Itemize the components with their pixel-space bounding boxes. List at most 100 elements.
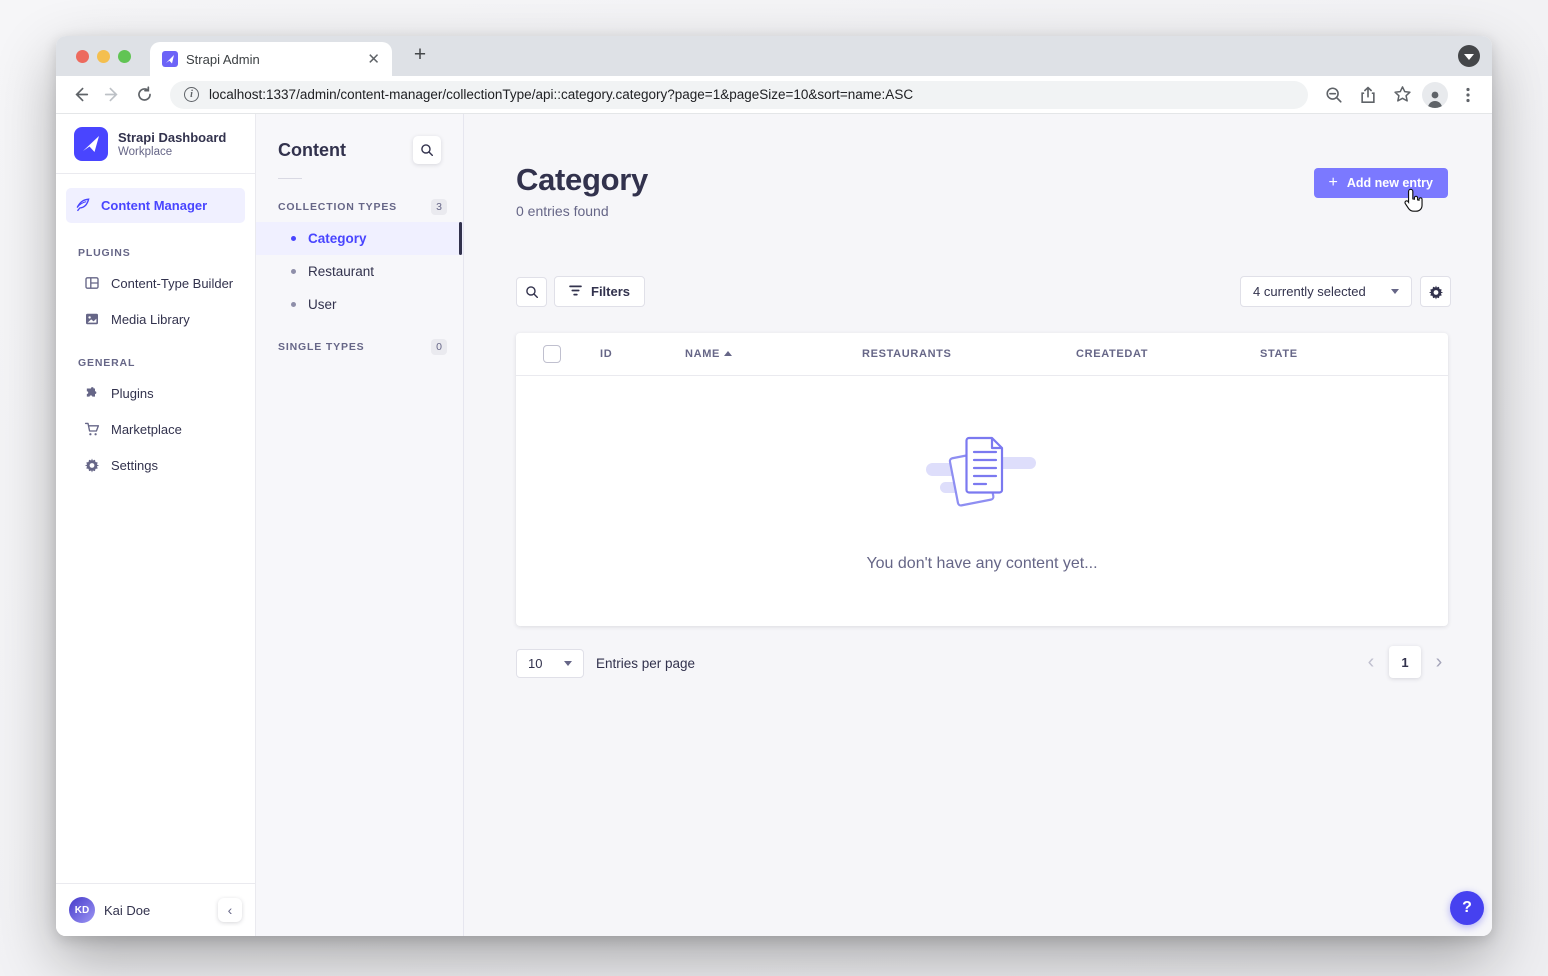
- empty-state: You don't have any content yet...: [516, 376, 1448, 626]
- sidebar-item-media-library[interactable]: Media Library: [56, 301, 255, 337]
- bookmark-star-icon[interactable]: [1388, 81, 1416, 109]
- subnav-item-label: Category: [308, 231, 367, 246]
- page-size-select[interactable]: 10: [516, 649, 584, 678]
- toolbar-actions: [1320, 81, 1482, 109]
- sidebar-item-content-type-builder[interactable]: Content-Type Builder: [56, 265, 255, 301]
- bullet-icon: [291, 269, 296, 274]
- bullet-icon: [291, 302, 296, 307]
- collection-types-header: COLLECTION TYPES 3: [256, 191, 463, 222]
- browser-tab[interactable]: Strapi Admin ✕: [150, 42, 392, 76]
- sidebar-item-label: Settings: [111, 457, 158, 473]
- column-header-state[interactable]: STATE: [1260, 348, 1298, 360]
- add-new-entry-button[interactable]: + Add new entry: [1313, 168, 1448, 198]
- single-types-count: 0: [431, 339, 447, 355]
- sidebar-item-label: Marketplace: [111, 421, 182, 437]
- user-avatar[interactable]: KD: [69, 897, 95, 923]
- page-size-value: 10: [528, 656, 543, 671]
- user-name: Kai Doe: [104, 902, 151, 918]
- collapse-sidebar-button[interactable]: ‹: [218, 898, 242, 922]
- strapi-favicon-icon: [162, 51, 178, 67]
- tab-title: Strapi Admin: [186, 51, 260, 67]
- close-window-button[interactable]: [76, 50, 89, 63]
- brand-block[interactable]: Strapi Dashboard Workplace: [56, 114, 255, 173]
- pagination: ‹ 1 ›: [1362, 646, 1448, 678]
- plus-icon: +: [1328, 173, 1338, 191]
- site-info-icon[interactable]: i: [184, 87, 199, 102]
- scrollbar-thumb[interactable]: [459, 222, 462, 255]
- content-subnav: Content COLLECTION TYPES 3 Category Rest…: [256, 114, 464, 936]
- browser-menu-icon[interactable]: [1454, 81, 1482, 109]
- brand-subtitle: Workplace: [118, 146, 173, 159]
- columns-selected-label: 4 currently selected: [1253, 284, 1366, 299]
- new-tab-button[interactable]: +: [413, 43, 427, 66]
- filter-icon: [569, 284, 582, 299]
- help-button[interactable]: ?: [1450, 891, 1484, 925]
- chevron-down-icon: [564, 661, 572, 666]
- strapi-logo-icon: [74, 127, 108, 161]
- sidebar-item-marketplace[interactable]: Marketplace: [56, 411, 255, 447]
- sort-ascending-icon[interactable]: [724, 351, 732, 356]
- subnav-item-category[interactable]: Category: [256, 222, 463, 255]
- column-header-name[interactable]: NAME: [685, 348, 721, 360]
- column-header-id[interactable]: ID: [600, 348, 613, 360]
- browser-extension-icon[interactable]: [1458, 45, 1480, 67]
- url-bar[interactable]: i localhost:1337/admin/content-manager/c…: [170, 80, 1308, 109]
- sidebar-item-label: Media Library: [111, 311, 190, 327]
- puzzle-icon: [83, 385, 100, 401]
- column-header-restaurants[interactable]: RESTAURANTS: [862, 348, 952, 360]
- search-button[interactable]: [413, 136, 441, 164]
- sidebar-item-settings[interactable]: Settings: [56, 447, 255, 483]
- collection-types-count: 3: [431, 199, 447, 215]
- filters-button[interactable]: Filters: [554, 276, 646, 307]
- window-controls: [76, 50, 131, 63]
- subnav-divider: [278, 178, 302, 179]
- current-page-button[interactable]: 1: [1389, 646, 1421, 678]
- chevron-down-icon: [1391, 289, 1399, 294]
- forward-button[interactable]: [98, 81, 126, 109]
- sidebar-item-label: Content Manager: [101, 198, 208, 213]
- cart-icon: [83, 421, 100, 437]
- brand-title: Strapi Dashboard: [118, 129, 227, 145]
- subnav-item-user[interactable]: User: [256, 288, 463, 321]
- strapi-app: Strapi Dashboard Workplace Content Manag…: [56, 114, 1492, 936]
- sidebar-section-plugins: PLUGINS: [78, 247, 131, 259]
- sidebar-footer: KD Kai Doe ‹: [56, 883, 255, 936]
- minimize-window-button[interactable]: [97, 50, 110, 63]
- zoom-icon[interactable]: [1320, 81, 1348, 109]
- collection-types-label: COLLECTION TYPES: [278, 201, 398, 213]
- table-search-button[interactable]: [516, 277, 547, 307]
- layout-icon: [83, 275, 100, 291]
- previous-page-button[interactable]: ‹: [1367, 650, 1375, 673]
- main-content: Category 0 entries found + Add new entry…: [464, 114, 1492, 936]
- sidebar-item-content-manager[interactable]: Content Manager: [66, 188, 245, 223]
- browser-window: Strapi Admin ✕ + i localhost:1337/admin/…: [56, 36, 1492, 936]
- columns-selected-dropdown[interactable]: 4 currently selected: [1240, 276, 1412, 307]
- single-types-label: SINGLE TYPES: [278, 341, 365, 353]
- subnav-item-restaurant[interactable]: Restaurant: [256, 255, 463, 288]
- sidebar-item-label: Content-Type Builder: [111, 275, 234, 291]
- browser-profile-avatar[interactable]: [1422, 81, 1448, 108]
- filters-label: Filters: [591, 284, 631, 299]
- empty-documents-illustration: [924, 430, 1040, 525]
- sidebar-divider: [56, 173, 255, 174]
- subnav-title: Content: [278, 139, 346, 160]
- url-text: localhost:1337/admin/content-manager/col…: [209, 87, 914, 102]
- next-page-button[interactable]: ›: [1435, 650, 1443, 673]
- subnav-item-label: User: [308, 297, 337, 312]
- table-settings-button[interactable]: [1420, 276, 1451, 307]
- subnav-item-label: Restaurant: [308, 264, 375, 279]
- select-all-checkbox[interactable]: [543, 345, 561, 363]
- share-icon[interactable]: [1354, 81, 1382, 109]
- browser-toolbar: i localhost:1337/admin/content-manager/c…: [56, 76, 1492, 114]
- empty-message: You don't have any content yet...: [866, 554, 1098, 572]
- image-icon: [83, 311, 100, 327]
- tab-close-icon[interactable]: ✕: [367, 50, 380, 68]
- sidebar-section-general: GENERAL: [78, 357, 136, 369]
- column-header-createdat[interactable]: CREATEDAT: [1076, 348, 1149, 360]
- zoom-window-button[interactable]: [118, 50, 131, 63]
- sidebar-item-plugins[interactable]: Plugins: [56, 375, 255, 411]
- tab-strip: Strapi Admin ✕ +: [56, 36, 1492, 76]
- back-button[interactable]: [66, 81, 94, 109]
- reload-button[interactable]: [130, 81, 158, 109]
- feather-pen-icon: [75, 196, 91, 215]
